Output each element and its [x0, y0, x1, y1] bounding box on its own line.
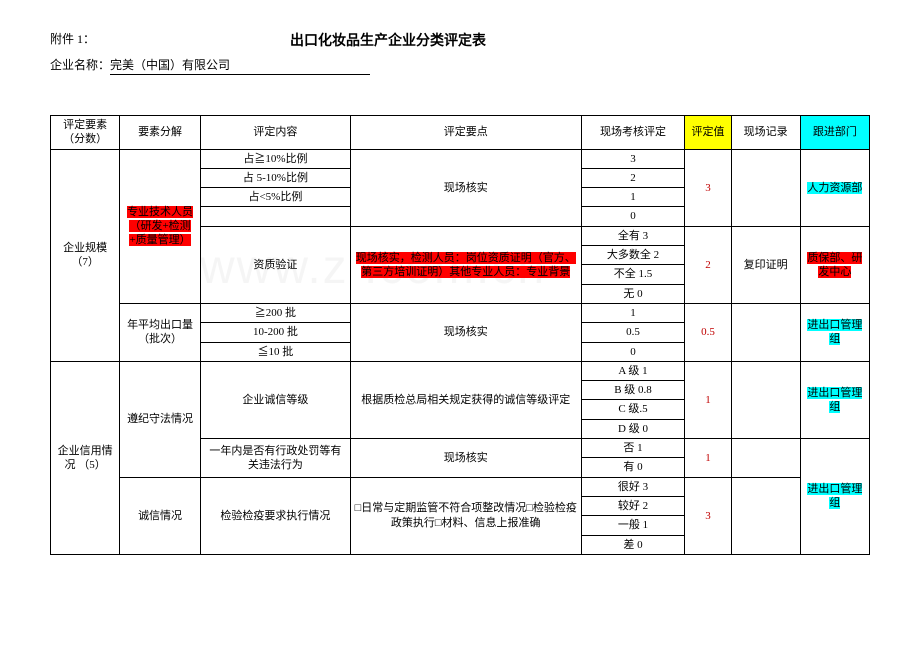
- assess-b1a: A 级 1: [581, 361, 685, 380]
- val-2: 2: [685, 226, 731, 303]
- val-1: 3: [685, 149, 731, 226]
- content-1b: 占 5-10%比例: [200, 168, 350, 187]
- attachment-label: 附件 1：: [50, 30, 290, 50]
- content-3a: ≧200 批: [200, 303, 350, 322]
- assess-3a: 1: [581, 303, 685, 322]
- content-3b: 10-200 批: [200, 323, 350, 342]
- point-1: 现场核实: [350, 149, 581, 226]
- dept-b2: 进出口管理组: [800, 439, 869, 555]
- col-sub: 要素分解: [120, 116, 201, 150]
- assess-b1d: D 级 0: [581, 419, 685, 438]
- col-value: 评定值: [685, 116, 731, 150]
- col-content: 评定内容: [200, 116, 350, 150]
- assess-1a: 3: [581, 149, 685, 168]
- val-b2: 1: [685, 439, 731, 478]
- content-1a: 占≧10%比例: [200, 149, 350, 168]
- val-3: 0.5: [685, 303, 731, 361]
- point-b1: 根据质检总局相关规定获得的诚信等级评定: [350, 361, 581, 438]
- assess-b1c: C 级.5: [581, 400, 685, 419]
- assess-2b: 大多数全 2: [581, 246, 685, 265]
- sub-2-1: 遵纪守法情况: [120, 361, 201, 477]
- dept-3: 进出口管理组: [800, 303, 869, 361]
- rec-b3: [731, 477, 800, 554]
- col-element: 评定要素（分数）: [51, 116, 120, 150]
- assess-2a: 全有 3: [581, 226, 685, 245]
- rec-3: [731, 303, 800, 361]
- point-b2: 现场核实: [350, 439, 581, 478]
- assess-2c: 不全 1.5: [581, 265, 685, 284]
- rec-2: 复印证明: [731, 226, 800, 303]
- assess-b3c: 一般 1: [581, 516, 685, 535]
- col-dept: 跟进部门: [800, 116, 869, 150]
- element-2: 企业信用情况 （5）: [51, 361, 120, 554]
- rec-b1: [731, 361, 800, 438]
- content-2: 资质验证: [200, 226, 350, 303]
- val-b3: 3: [685, 477, 731, 554]
- assess-2d: 无 0: [581, 284, 685, 303]
- sub-1-1: 专业技术人员（研发+检测+质量管理）: [120, 149, 201, 303]
- rec-1: [731, 149, 800, 226]
- content-b3: 检验检疫要求执行情况: [200, 477, 350, 554]
- assess-b3b: 较好 2: [581, 496, 685, 515]
- evaluation-table: 评定要素（分数） 要素分解 评定内容 评定要点 现场考核评定 评定值 现场记录 …: [50, 115, 870, 555]
- content-1d: [200, 207, 350, 226]
- content-3c: ≦10 批: [200, 342, 350, 361]
- assess-3b: 0.5: [581, 323, 685, 342]
- content-b2: 一年内是否有行政处罚等有关违法行为: [200, 439, 350, 478]
- val-b1: 1: [685, 361, 731, 438]
- assess-b1b: B 级 0.8: [581, 381, 685, 400]
- point-2: 现场核实，检测人员：岗位资质证明（官方、第三方培训证明）其他专业人员：专业背景: [350, 226, 581, 303]
- company-label: 企业名称：: [50, 58, 110, 72]
- content-b1: 企业诚信等级: [200, 361, 350, 438]
- assess-1b: 2: [581, 168, 685, 187]
- assess-1d: 0: [581, 207, 685, 226]
- element-1: 企业规模（7）: [51, 149, 120, 361]
- assess-1c: 1: [581, 188, 685, 207]
- point-3: 现场核实: [350, 303, 581, 361]
- col-record: 现场记录: [731, 116, 800, 150]
- sub-2-2: 诚信情况: [120, 477, 201, 554]
- assess-3c: 0: [581, 342, 685, 361]
- assess-b3a: 很好 3: [581, 477, 685, 496]
- col-point: 评定要点: [350, 116, 581, 150]
- dept-2: 质保部、研发中心: [800, 226, 869, 303]
- rec-b2: [731, 439, 800, 478]
- dept-1: 人力资源部: [800, 149, 869, 226]
- dept-b1: 进出口管理组: [800, 361, 869, 438]
- point-b3: □日常与定期监管不符合项整改情况□检验检疫政策执行□材料、信息上报准确: [350, 477, 581, 554]
- assess-b2a: 否 1: [581, 439, 685, 458]
- sub-1-2: 年平均出口量（批次）: [120, 303, 201, 361]
- assess-b3d: 差 0: [581, 535, 685, 554]
- page-title: 出口化妆品生产企业分类评定表: [290, 30, 486, 50]
- assess-b2b: 有 0: [581, 458, 685, 477]
- col-assess: 现场考核评定: [581, 116, 685, 150]
- content-1c: 占<5%比例: [200, 188, 350, 207]
- company-name: 完美（中国）有限公司: [110, 56, 370, 75]
